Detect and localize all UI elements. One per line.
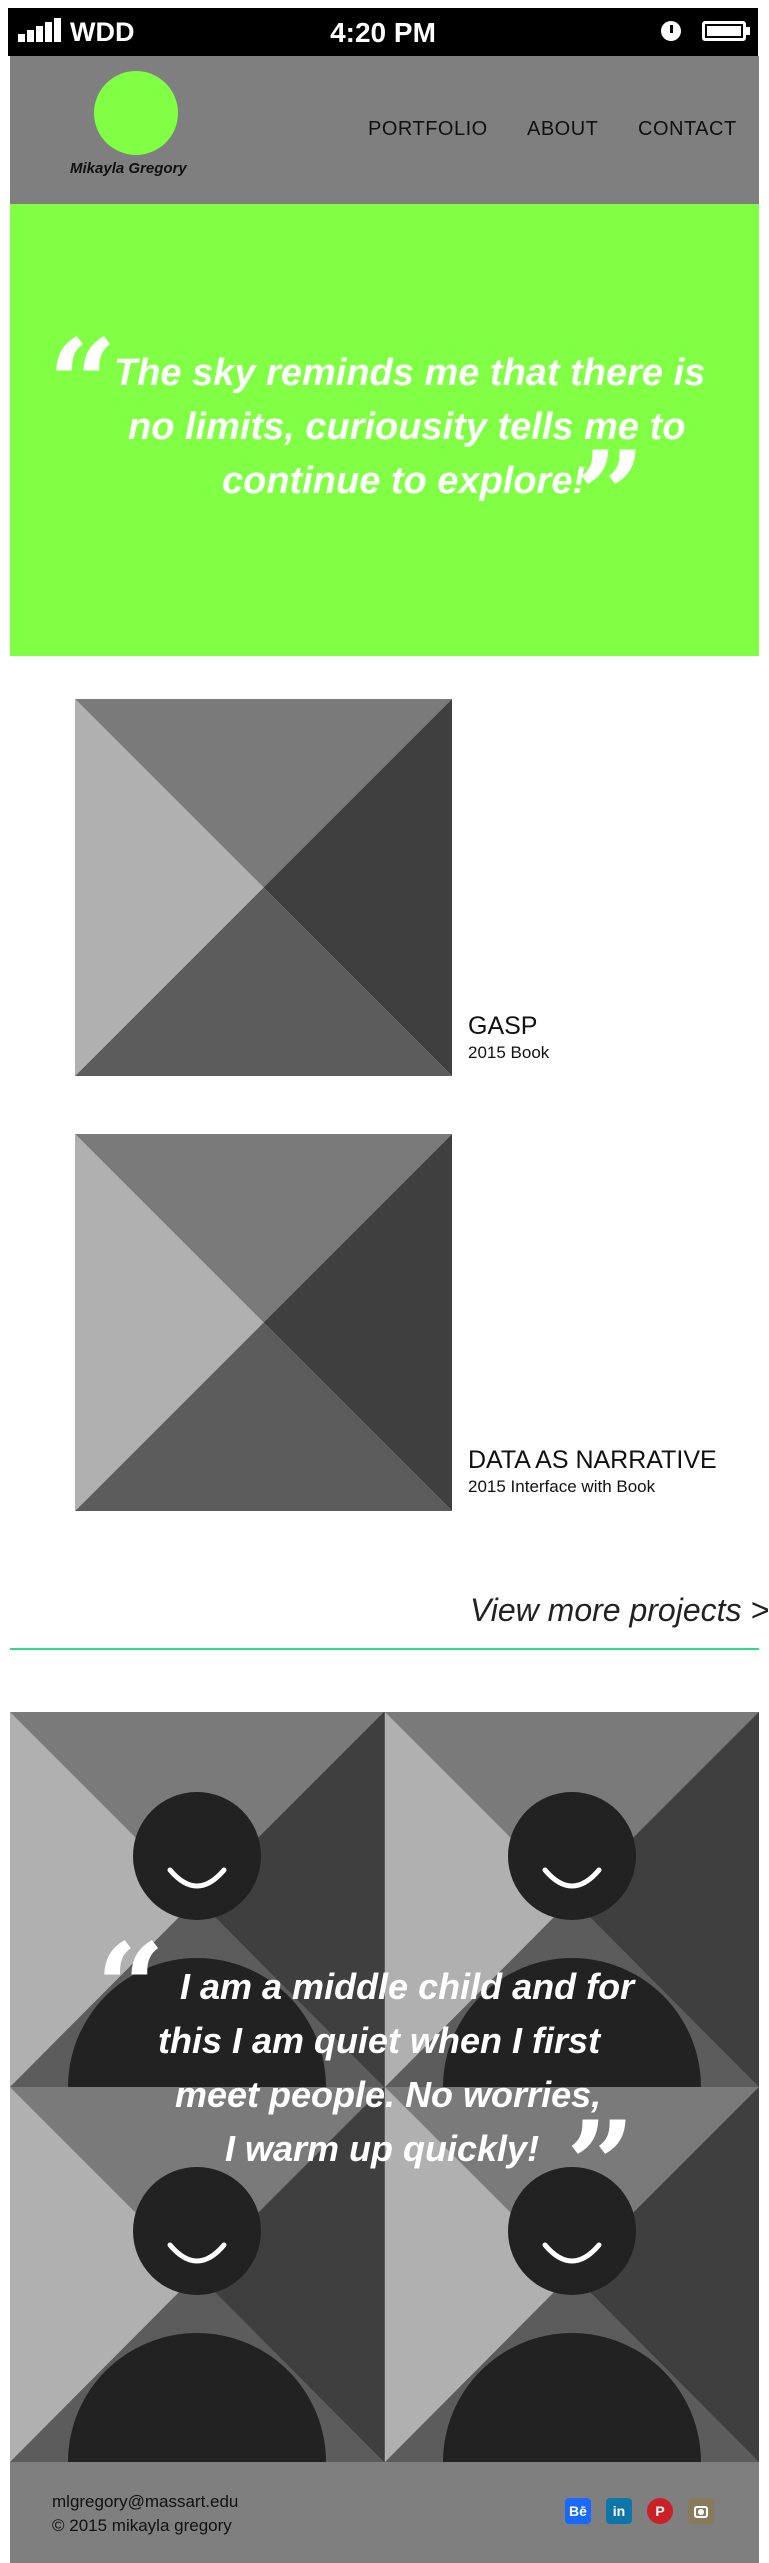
- instagram-icon[interactable]: [688, 2498, 714, 2524]
- logo-name[interactable]: Mikayla Gregory: [70, 160, 187, 177]
- signal-bars-icon: [8, 8, 68, 56]
- about-quote-line-4: I warm up quickly!: [225, 2128, 540, 2169]
- behance-icon[interactable]: Bē: [565, 2498, 591, 2524]
- project-subtitle-gasp: 2015 Book: [468, 1043, 550, 1062]
- project-title-data-as-narrative[interactable]: DATA AS NARRATIVE: [468, 1446, 717, 1474]
- project-subtitle-data-as-narrative: 2015 Interface with Book: [468, 1477, 656, 1496]
- footer-copyright: © 2015 mikayla gregory: [52, 2516, 232, 2535]
- nav-about[interactable]: ABOUT: [527, 118, 599, 140]
- battery-icon: [702, 21, 746, 41]
- footer-email[interactable]: mlgregory@massart.edu: [52, 2492, 239, 2511]
- project-thumbnail-data-as-narrative[interactable]: [75, 1134, 452, 1511]
- nav-contact[interactable]: CONTACT: [638, 118, 737, 140]
- battery-tip: [746, 27, 750, 35]
- project-thumbnail-gasp[interactable]: [75, 699, 452, 1076]
- view-more-projects-link[interactable]: View more projects >: [470, 1592, 769, 1628]
- site-header: Mikayla Gregory PORTFOLIO ABOUT CONTACT: [10, 56, 759, 204]
- pinterest-icon[interactable]: P: [647, 2498, 673, 2524]
- about-quote-line-3: meet people. No worries,: [175, 2074, 602, 2115]
- carrier-name: WDD: [70, 17, 135, 47]
- project-title-gasp[interactable]: GASP: [468, 1012, 538, 1040]
- about-quote-line-2: this I am quiet when I first: [158, 2020, 601, 2061]
- nav-portfolio[interactable]: PORTFOLIO: [368, 118, 488, 140]
- about-quote-line-1: I am a middle child and for: [180, 1966, 635, 2007]
- linkedin-icon[interactable]: in: [606, 2498, 632, 2524]
- close-quote-mark: ”: [576, 425, 646, 566]
- alarm-clock-icon: [661, 21, 681, 41]
- about-quote-section: “ I am a middle child and for this I am …: [10, 1712, 759, 2462]
- logo-circle[interactable]: [94, 71, 178, 155]
- status-time: 4:20 PM: [330, 17, 436, 48]
- about-open-quote-mark: “: [96, 1917, 166, 2058]
- about-close-quote-mark: ”: [566, 2095, 636, 2236]
- about-background-figures: [10, 1712, 759, 2462]
- open-quote-mark: “: [48, 313, 118, 454]
- hero-quote-section: “ The sky reminds me that there is no li…: [10, 204, 759, 656]
- hero-quote-line-2: no limits, curiousity tells me to: [128, 406, 686, 448]
- hero-quote-line-3: continue to explore!: [222, 460, 586, 502]
- hero-quote-line-1: The sky reminds me that there is: [114, 352, 706, 394]
- site-footer: mlgregory@massart.edu © 2015 mikayla gre…: [10, 2462, 759, 2563]
- status-bar: WDD 4:20 PM: [8, 8, 758, 56]
- section-divider: [10, 1648, 759, 1650]
